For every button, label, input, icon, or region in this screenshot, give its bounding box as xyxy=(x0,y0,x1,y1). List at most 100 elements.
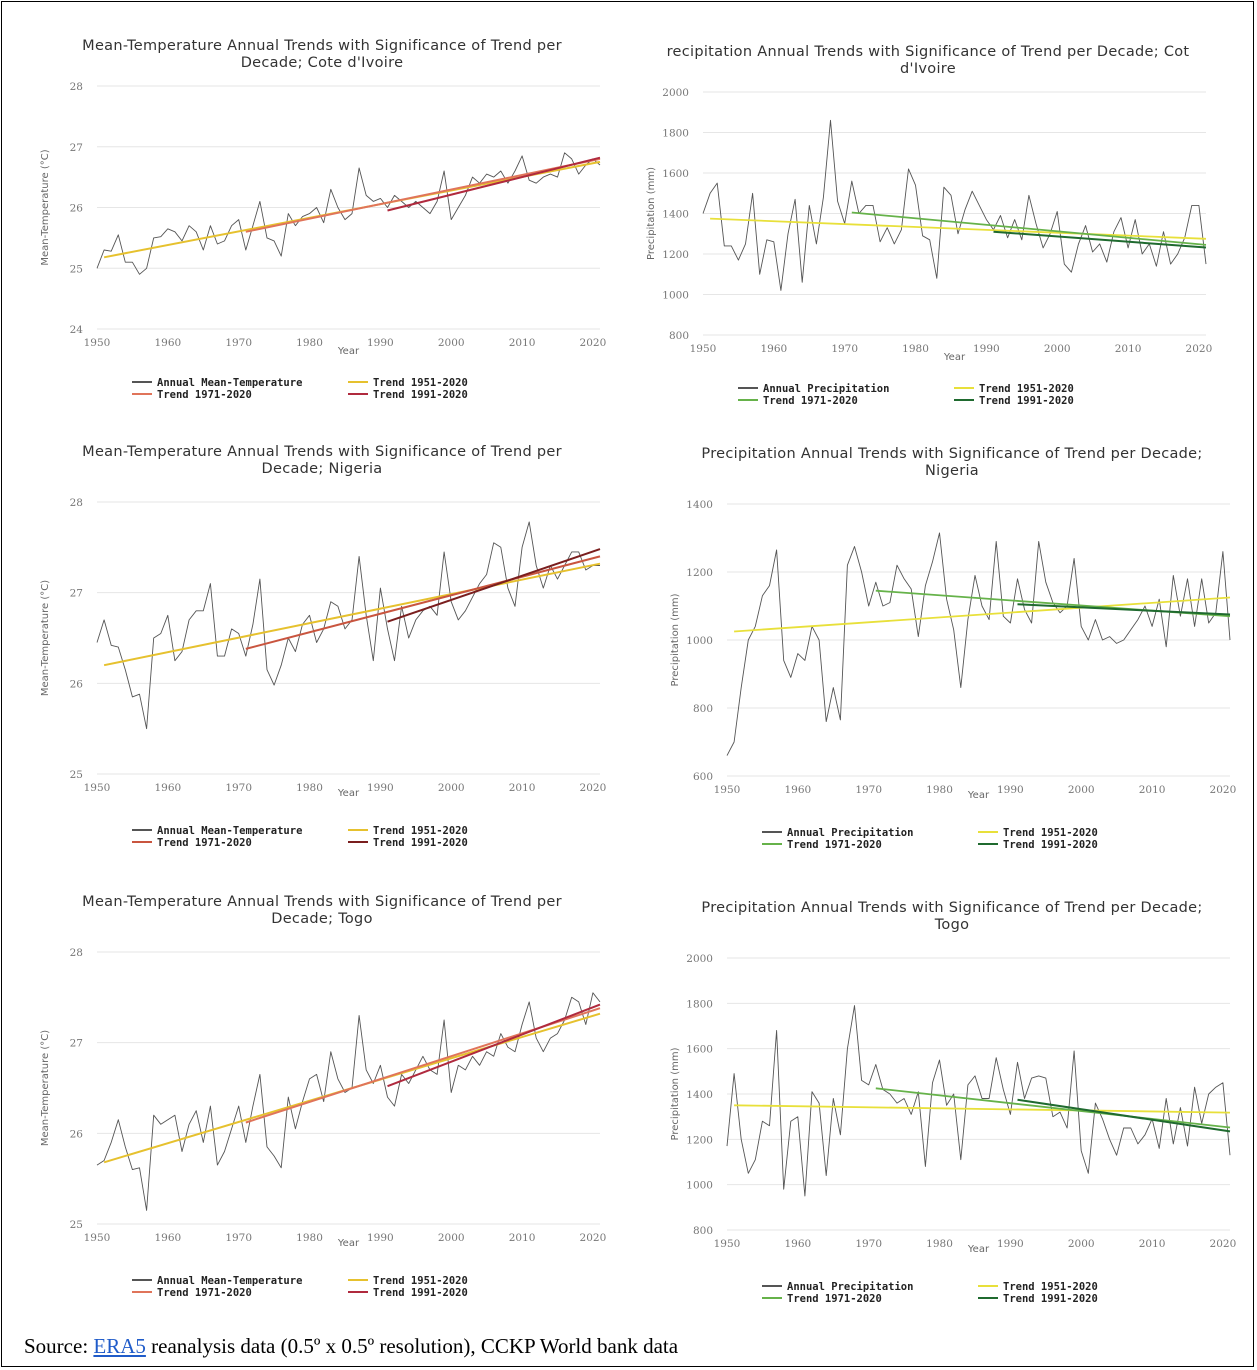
x-tick-label: 1960 xyxy=(154,337,181,349)
series-line-1 xyxy=(734,596,1231,633)
legend-label: Annual Precipitation xyxy=(763,383,889,395)
legend-label: Annual Mean-Temperature xyxy=(157,825,302,837)
y-tick-label: 25 xyxy=(70,1219,83,1231)
x-tick-label: 2010 xyxy=(509,782,536,794)
x-tick-label: 1950 xyxy=(84,337,111,349)
y-tick-label: 27 xyxy=(70,588,83,600)
chart-title-line: d'Ivoire xyxy=(900,61,956,77)
y-axis-label: Mean-Temperature (°C) xyxy=(40,580,51,696)
chart-title-line: Mean-Temperature Annual Trends with Sign… xyxy=(82,444,562,460)
y-tick-label: 2000 xyxy=(686,953,713,965)
x-tick-label: 2020 xyxy=(580,782,607,794)
y-tick-label: 1000 xyxy=(662,290,689,302)
chart-panel-precip-nigeria: Precipitation Annual Trends with Signifi… xyxy=(662,442,1242,862)
chart-panel-temp-nigeria: Mean-Temperature Annual Trends with Sign… xyxy=(32,440,612,860)
chart-title-line: Precipitation Annual Trends with Signifi… xyxy=(701,900,1202,916)
series-line-3 xyxy=(1017,603,1231,616)
x-tick-label: 1970 xyxy=(831,343,858,355)
x-tick-label: 1990 xyxy=(997,1238,1024,1250)
legend-label: Trend 1991-2020 xyxy=(1003,839,1098,851)
y-tick-label: 1000 xyxy=(686,635,713,647)
x-tick-label: 1980 xyxy=(926,1238,953,1250)
y-tick-label: 25 xyxy=(70,769,83,781)
x-tick-label: 1990 xyxy=(997,784,1024,796)
x-axis-label: Year xyxy=(943,352,966,363)
x-tick-label: 1950 xyxy=(84,1232,111,1244)
source-caption: Source: ERA5 reanalysis data (0.5º x 0.5… xyxy=(24,1334,678,1359)
legend-label: Trend 1971-2020 xyxy=(787,839,882,851)
x-tick-label: 1960 xyxy=(760,343,787,355)
y-tick-label: 26 xyxy=(70,1128,84,1140)
y-tick-label: 1400 xyxy=(686,1089,713,1101)
x-axis-label: Year xyxy=(967,1244,990,1255)
legend-label: Annual Precipitation xyxy=(787,827,913,839)
x-tick-label: 2000 xyxy=(1068,1238,1095,1250)
legend-label: Trend 1951-2020 xyxy=(373,377,468,389)
y-tick-label: 27 xyxy=(70,142,83,154)
y-tick-label: 1200 xyxy=(662,249,689,261)
x-tick-label: 2020 xyxy=(1210,784,1237,796)
x-axis-label: Year xyxy=(337,1238,360,1249)
legend-label: Trend 1971-2020 xyxy=(787,1293,882,1305)
y-tick-label: 28 xyxy=(70,497,83,509)
x-tick-label: 1980 xyxy=(902,343,929,355)
x-tick-label: 1990 xyxy=(367,782,394,794)
x-tick-label: 2000 xyxy=(438,782,465,794)
chart-svg-6: Precipitation Annual Trends with Signifi… xyxy=(670,900,1236,1305)
x-tick-label: 1980 xyxy=(296,782,323,794)
x-tick-label: 1950 xyxy=(84,782,111,794)
chart-title-line: Mean-Temperature Annual Trends with Sign… xyxy=(82,894,562,910)
legend-label: Trend 1951-2020 xyxy=(979,383,1074,395)
series-line-2 xyxy=(851,211,1207,246)
x-tick-label: 1950 xyxy=(714,784,741,796)
y-tick-label: 28 xyxy=(70,947,83,959)
series-line-0 xyxy=(702,119,1207,291)
x-tick-label: 2020 xyxy=(1186,343,1213,355)
x-tick-label: 1990 xyxy=(367,337,394,349)
x-tick-label: 1970 xyxy=(225,1232,252,1244)
x-tick-label: 2010 xyxy=(509,337,536,349)
chart-title-line: Mean-Temperature Annual Trends with Sign… xyxy=(82,38,562,54)
x-tick-label: 2010 xyxy=(1115,343,1142,355)
y-tick-label: 26 xyxy=(70,203,84,215)
legend-label: Trend 1951-2020 xyxy=(1003,1281,1098,1293)
chart-svg-3: Mean-Temperature Annual Trends with Sign… xyxy=(40,444,607,849)
y-tick-label: 1400 xyxy=(662,209,689,221)
chart-panel-precip-togo: Precipitation Annual Trends with Signifi… xyxy=(662,896,1242,1316)
series-line-1 xyxy=(103,562,601,667)
x-tick-label: 1960 xyxy=(154,782,181,794)
chart-title-line: Decade; Togo xyxy=(271,911,373,927)
y-axis-label: Mean-Temperature (°C) xyxy=(40,1030,51,1146)
chart-title-line: Precipitation Annual Trends with Signifi… xyxy=(701,446,1202,462)
x-axis-label: Year xyxy=(967,790,990,801)
legend-label: Trend 1991-2020 xyxy=(373,1287,468,1299)
y-tick-label: 1200 xyxy=(686,1134,713,1146)
y-tick-label: 1000 xyxy=(686,1180,713,1192)
x-tick-label: 2010 xyxy=(509,1232,536,1244)
x-tick-label: 1990 xyxy=(973,343,1000,355)
chart-panel-precip-cote-divoire: recipitation Annual Trends with Signific… xyxy=(638,40,1218,460)
chart-svg-4: Precipitation Annual Trends with Signifi… xyxy=(670,446,1237,851)
legend-label: Trend 1991-2020 xyxy=(979,395,1074,407)
x-tick-label: 1970 xyxy=(225,782,252,794)
series-line-2 xyxy=(245,157,601,233)
y-axis-label: Precipitation (mm) xyxy=(670,593,681,686)
x-axis-label: Year xyxy=(337,788,360,799)
series-line-0 xyxy=(726,532,1231,756)
x-tick-label: 2000 xyxy=(438,337,465,349)
x-axis-label: Year xyxy=(337,346,360,357)
legend-label: Annual Mean-Temperature xyxy=(157,377,302,389)
y-tick-label: 25 xyxy=(70,263,83,275)
series-line-2 xyxy=(875,1087,1231,1129)
x-tick-label: 1980 xyxy=(296,337,323,349)
legend-label: Trend 1951-2020 xyxy=(373,825,468,837)
era5-link[interactable]: ERA5 xyxy=(93,1334,146,1358)
series-line-1 xyxy=(734,1104,1231,1114)
x-tick-label: 1970 xyxy=(225,337,252,349)
series-line-0 xyxy=(726,1005,1231,1197)
y-tick-label: 24 xyxy=(70,324,84,336)
chart-panel-temp-togo: Mean-Temperature Annual Trends with Sign… xyxy=(32,890,612,1310)
series-line-3 xyxy=(993,230,1207,249)
legend-label: Trend 1991-2020 xyxy=(373,389,468,401)
legend-label: Annual Precipitation xyxy=(787,1281,913,1293)
